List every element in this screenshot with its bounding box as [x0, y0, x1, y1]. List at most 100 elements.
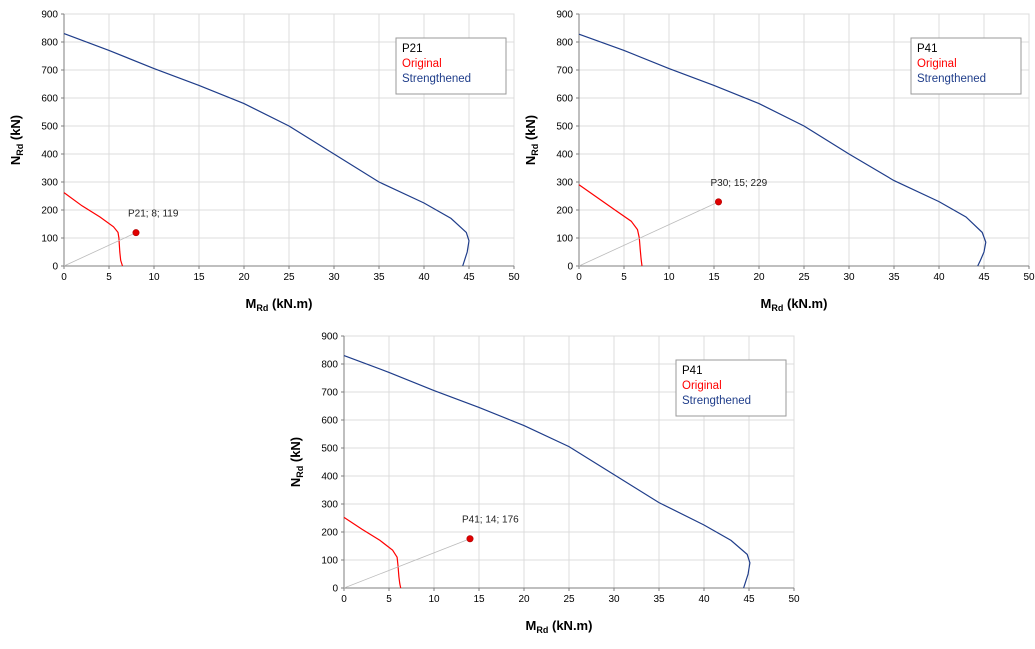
data-point-label: P41; 14; 176 — [462, 515, 519, 526]
y-tick-label: 100 — [41, 234, 58, 245]
x-tick-label: 30 — [328, 272, 340, 283]
data-point — [715, 198, 723, 206]
y-tick-label: 800 — [556, 38, 573, 49]
x-tick-label: 35 — [888, 272, 900, 283]
y-tick-label: 900 — [41, 10, 58, 21]
x-tick-label: 5 — [621, 272, 627, 283]
x-tick-label: 45 — [463, 272, 475, 283]
x-tick-label: 50 — [1023, 272, 1035, 283]
y-axis-title: NRd (kN) — [8, 115, 25, 165]
x-tick-label: 10 — [663, 272, 675, 283]
series-line-original — [343, 516, 402, 589]
y-tick-label: 500 — [556, 122, 573, 133]
x-tick-label: 25 — [563, 594, 575, 605]
x-tick-label: 0 — [576, 272, 582, 283]
y-axis-title: NRd (kN) — [288, 437, 305, 487]
y-tick-label: 700 — [41, 66, 58, 77]
legend-entry-strengthened: Strengthened — [682, 395, 751, 407]
x-axis-title: MRd (kN.m) — [526, 618, 593, 635]
data-point-label: P30; 15; 229 — [711, 178, 768, 189]
legend-entry-original: Original — [402, 58, 442, 70]
y-tick-label: 100 — [556, 234, 573, 245]
x-tick-label: 40 — [698, 594, 710, 605]
x-axis-title: MRd (kN.m) — [761, 296, 828, 313]
x-tick-label: 15 — [708, 272, 720, 283]
x-tick-label: 50 — [788, 594, 800, 605]
y-tick-label: 900 — [556, 10, 573, 21]
y-tick-label: 500 — [321, 444, 338, 455]
x-tick-label: 35 — [373, 272, 385, 283]
y-tick-label: 100 — [321, 556, 338, 567]
y-tick-label: 200 — [556, 206, 573, 217]
legend-title: P21 — [402, 43, 422, 55]
y-tick-label: 0 — [52, 262, 58, 273]
legend-box — [675, 359, 787, 417]
x-tick-label: 45 — [743, 594, 755, 605]
chart-panel-1: 0 100 200 300 400 500 600 700 800 900 0 5 10 15 20 25 30… — [0, 0, 520, 322]
legend-entry-strengthened: Strengthened — [917, 73, 986, 85]
y-tick-label: 300 — [41, 178, 58, 189]
y-tick-label: 200 — [41, 206, 58, 217]
series-line-strengthened — [343, 355, 751, 589]
legend-box — [910, 37, 1022, 95]
y-tick-label: 300 — [556, 178, 573, 189]
y-tick-label: 0 — [332, 584, 338, 595]
y-tick-label: 600 — [321, 416, 338, 427]
legend-box — [395, 37, 507, 95]
series-line-original — [578, 184, 643, 267]
x-tick-label: 15 — [473, 594, 485, 605]
x-tick-label: 25 — [283, 272, 295, 283]
legend-entry-original: Original — [917, 58, 957, 70]
chart-svg-1: 0 100 200 300 400 500 600 700 800 900 0 5 10 15 20 25 30… — [8, 10, 520, 314]
x-tick-label: 45 — [978, 272, 990, 283]
x-tick-label: 40 — [933, 272, 945, 283]
x-tick-label: 5 — [386, 594, 392, 605]
series-line-load-path — [578, 201, 719, 267]
y-tick-label: 900 — [321, 332, 338, 343]
x-tick-label: 35 — [653, 594, 665, 605]
chart-svg-2: 0 100 200 300 400 500 600 700 800 900 0 5 10 15 20 25 30… — [523, 10, 1035, 314]
chart-svg-3: 0 100 200 300 400 500 600 700 800 900 0 5 10 15 20 25 30… — [288, 332, 800, 636]
series-line-original — [63, 192, 124, 267]
y-tick-label: 700 — [321, 388, 338, 399]
chart-panel-3: 0 100 200 300 400 500 600 700 800 900 0 5 10 15 20 25 30… — [280, 322, 800, 644]
series-line-strengthened — [63, 33, 470, 267]
y-tick-label: 800 — [321, 360, 338, 371]
y-tick-label: 700 — [556, 66, 573, 77]
x-tick-label: 20 — [238, 272, 250, 283]
y-tick-label: 400 — [556, 150, 573, 161]
x-tick-label: 10 — [428, 594, 440, 605]
y-tick-label: 200 — [321, 528, 338, 539]
series-line-strengthened — [578, 33, 987, 267]
y-tick-label: 400 — [41, 150, 58, 161]
legend-title: P41 — [917, 43, 937, 55]
y-tick-label: 500 — [41, 122, 58, 133]
x-tick-label: 40 — [418, 272, 430, 283]
x-tick-label: 0 — [61, 272, 67, 283]
x-axis-title: MRd (kN.m) — [246, 296, 313, 313]
chart-panel-2: 0 100 200 300 400 500 600 700 800 900 0 5 10 15 20 25 30… — [515, 0, 1035, 322]
legend-entry-original: Original — [682, 380, 722, 392]
legend-entry-strengthened: Strengthened — [402, 73, 471, 85]
legend-title: P41 — [682, 365, 702, 377]
y-tick-label: 600 — [556, 94, 573, 105]
x-tick-label: 20 — [518, 594, 530, 605]
y-tick-label: 0 — [567, 262, 573, 273]
x-tick-label: 0 — [341, 594, 347, 605]
x-tick-label: 30 — [608, 594, 620, 605]
x-tick-label: 10 — [148, 272, 160, 283]
x-tick-label: 5 — [106, 272, 112, 283]
y-tick-label: 400 — [321, 472, 338, 483]
x-tick-label: 25 — [798, 272, 810, 283]
x-tick-label: 15 — [193, 272, 205, 283]
series-line-load-path — [343, 538, 471, 589]
y-tick-label: 600 — [41, 94, 58, 105]
data-point — [466, 535, 474, 543]
data-point-label: P21; 8; 119 — [128, 209, 179, 220]
x-tick-label: 20 — [753, 272, 765, 283]
y-tick-label: 300 — [321, 500, 338, 511]
y-axis-title: NRd (kN) — [523, 115, 540, 165]
data-point — [132, 229, 140, 237]
x-tick-label: 50 — [508, 272, 520, 283]
x-tick-label: 30 — [843, 272, 855, 283]
